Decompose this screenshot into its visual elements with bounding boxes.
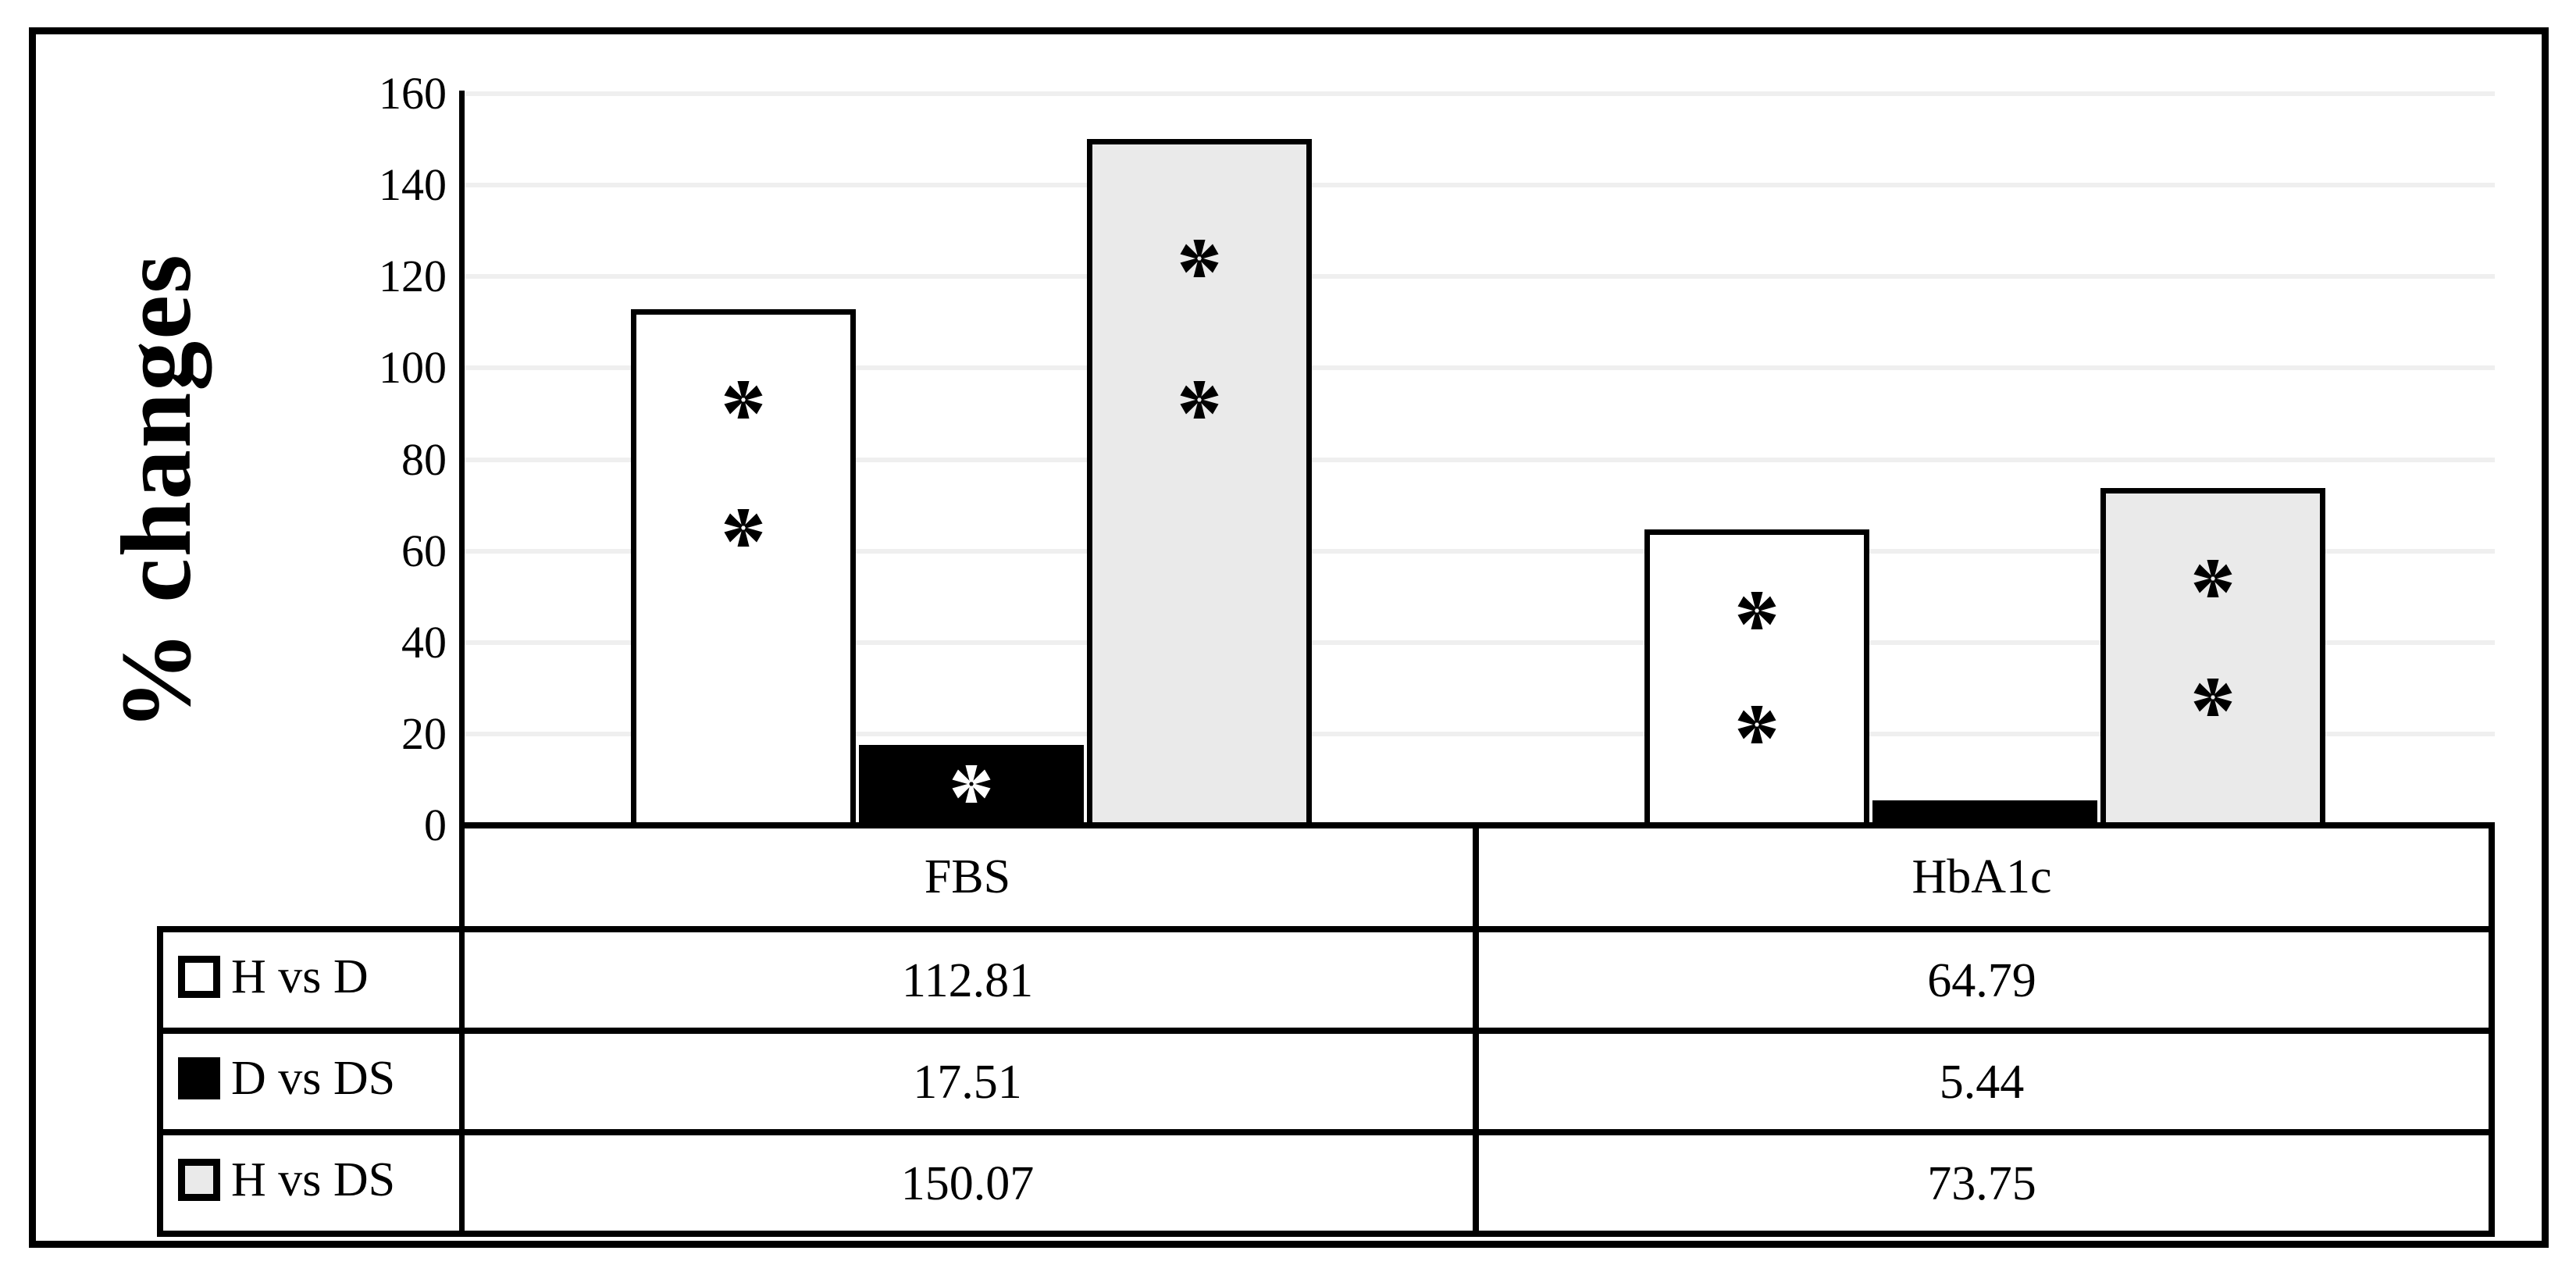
table-horizontal-line	[157, 1028, 2495, 1034]
y-tick-label: 160	[379, 68, 447, 119]
legend-swatch-h-vs-ds	[178, 1159, 220, 1201]
value-cell: 150.07	[900, 1157, 1035, 1210]
y-axis-line	[459, 91, 465, 1237]
gridline	[462, 274, 2495, 280]
table-horizontal-line	[157, 926, 2495, 932]
legend-label: H vs DS	[231, 1153, 396, 1206]
y-tick-label: 20	[401, 707, 447, 759]
table-vertical-line	[157, 926, 163, 1237]
figure-border	[29, 27, 2549, 1248]
y-tick-label: 140	[379, 159, 447, 211]
value-cell: 73.75	[1927, 1157, 2036, 1210]
y-tick-label: 60	[401, 525, 447, 576]
bar-FBS-H-vs-DS	[1087, 139, 1312, 828]
y-tick-label: 120	[379, 251, 447, 302]
y-tick-label: 40	[401, 616, 447, 668]
gridline	[462, 91, 2495, 96]
value-cell: 17.51	[913, 1056, 1022, 1109]
gridline	[462, 365, 2495, 371]
table-horizontal-line	[157, 1129, 2495, 1135]
asterisk-mark	[2193, 559, 2232, 598]
y-tick-label: 80	[401, 433, 447, 485]
category-cell-fbs: FBS	[924, 850, 1011, 903]
gridline	[462, 548, 2495, 554]
legend-label: D vs DS	[231, 1052, 396, 1105]
y-tick-label: 100	[379, 342, 447, 394]
gridline	[462, 183, 2495, 188]
bar-HbA1c-H-vs-D	[1644, 529, 1869, 828]
table-horizontal-line	[157, 1231, 2495, 1237]
bar-HbA1c-H-vs-DS	[2100, 488, 2325, 828]
legend-label: H vs D	[231, 950, 369, 1003]
y-tick-label: 0	[424, 800, 447, 850]
value-cell: 5.44	[1939, 1056, 2025, 1109]
asterisk-mark	[952, 764, 991, 803]
asterisk-mark	[1180, 380, 1219, 419]
asterisk-mark	[1180, 239, 1219, 278]
legend-swatch-h-vs-d	[178, 956, 220, 998]
gridline	[462, 640, 2495, 645]
value-cell: 112.81	[901, 954, 1034, 1007]
legend-swatch-d-vs-ds	[178, 1057, 220, 1099]
value-cell: 64.79	[1927, 954, 2036, 1007]
asterisk-mark	[2193, 678, 2232, 717]
asterisk-mark	[724, 508, 763, 547]
asterisk-mark	[1737, 591, 1776, 630]
category-cell-hba1c: HbA1c	[1912, 850, 2052, 903]
asterisk-mark	[1737, 705, 1776, 744]
gridline	[462, 457, 2495, 462]
asterisk-mark	[724, 380, 763, 419]
gridline	[462, 731, 2495, 736]
